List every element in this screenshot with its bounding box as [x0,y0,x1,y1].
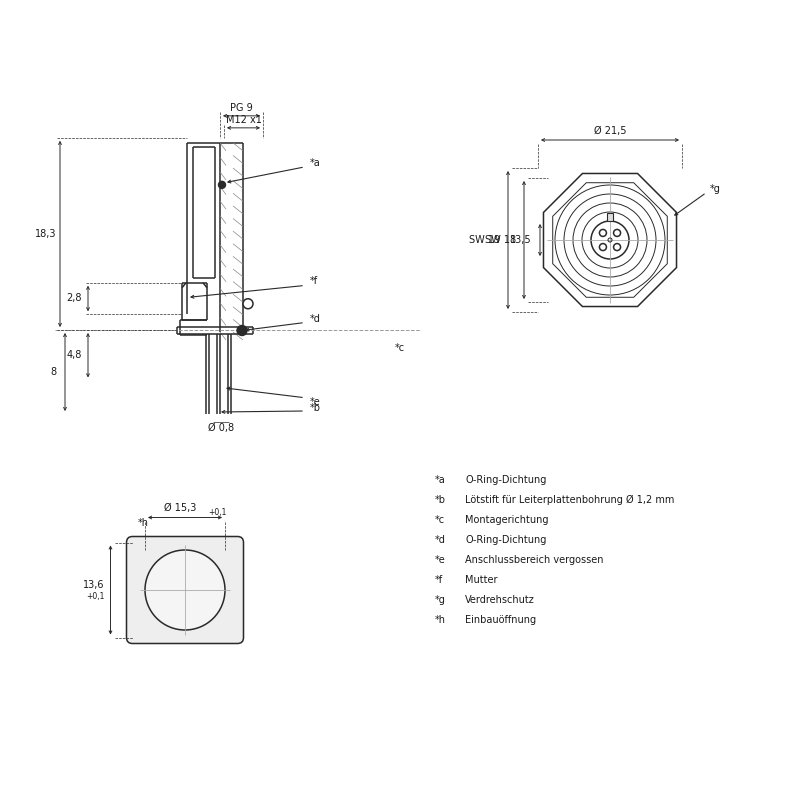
Text: +0,1: +0,1 [208,508,226,517]
Text: *b: *b [310,403,321,413]
Text: M12 x1: M12 x1 [226,115,262,125]
Text: Mutter: Mutter [465,575,498,585]
Text: *e: *e [435,555,446,565]
Text: PG 9: PG 9 [230,103,253,113]
Text: O-Ring-Dichtung: O-Ring-Dichtung [465,535,546,545]
Text: Ø 21,5: Ø 21,5 [594,126,626,136]
Text: SW 18: SW 18 [485,235,516,245]
Text: *g: *g [435,595,446,605]
Text: Montagerichtung: Montagerichtung [465,515,549,525]
Text: *c: *c [395,343,405,353]
Text: Ø 0,8: Ø 0,8 [208,423,234,433]
Text: *h: *h [138,518,149,527]
Text: Lötstift für Leiterplattenbohrung Ø 1,2 mm: Lötstift für Leiterplattenbohrung Ø 1,2 … [465,495,674,505]
Text: 18,3: 18,3 [35,229,57,239]
Text: *f: *f [310,277,318,286]
Text: 4,8: 4,8 [66,350,82,360]
Text: *g: *g [710,185,720,194]
Text: +0,1: +0,1 [86,593,105,602]
Text: Ø 15,3: Ø 15,3 [164,503,196,514]
Text: *a: *a [310,158,321,168]
Text: *d: *d [310,314,321,323]
Text: 13,5: 13,5 [510,235,532,245]
Text: *b: *b [435,495,446,505]
Text: *d: *d [435,535,446,545]
Text: *h: *h [435,615,446,625]
Text: *c: *c [435,515,445,525]
Text: *f: *f [435,575,443,585]
Text: Anschlussbereich vergossen: Anschlussbereich vergossen [465,555,603,565]
Bar [607,213,613,221]
Text: *e: *e [310,397,321,406]
Circle shape [145,550,225,630]
Text: *a: *a [435,475,446,485]
Circle shape [237,326,247,335]
Circle shape [243,298,253,309]
Text: 2,8: 2,8 [66,294,82,303]
FancyBboxPatch shape [126,537,243,643]
Text: Verdrehschutz: Verdrehschutz [465,595,534,605]
Circle shape [218,182,226,188]
Text: Einbauöffnung: Einbauöffnung [465,615,536,625]
Text: O-Ring-Dichtung: O-Ring-Dichtung [465,475,546,485]
Text: 8: 8 [50,367,56,377]
Text: SW 19: SW 19 [469,235,500,245]
Text: 13,6: 13,6 [83,580,105,590]
